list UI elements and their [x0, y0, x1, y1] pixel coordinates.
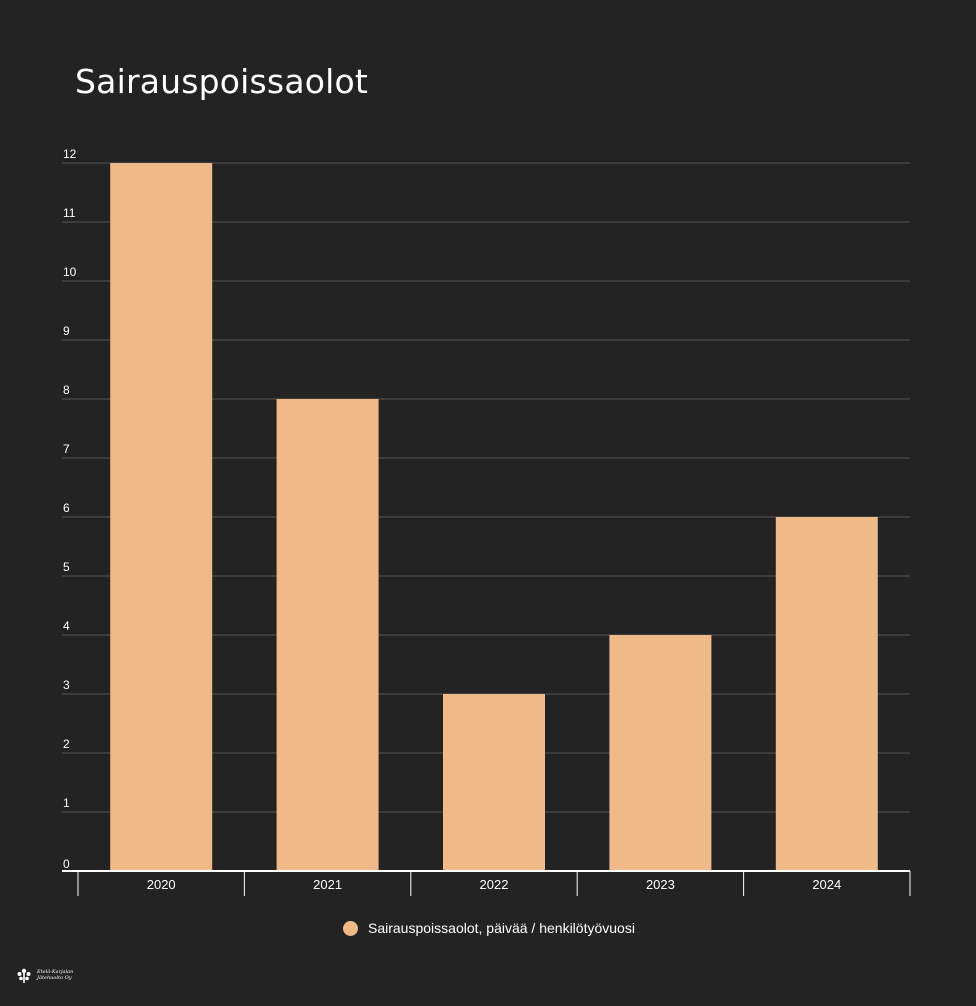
legend[interactable]: Sairauspoissaolot, päivää / henkilötyövu… — [343, 920, 635, 936]
y-tick-label: 6 — [63, 501, 70, 515]
y-tick-label: 10 — [63, 265, 77, 279]
x-tick-label: 2023 — [646, 877, 675, 892]
chart-title: Sairauspoissaolot — [75, 62, 369, 101]
tree-logo-icon — [17, 968, 31, 983]
y-tick-label: 9 — [63, 324, 70, 338]
bar-2024 — [775, 517, 878, 871]
y-tick-label: 8 — [63, 383, 70, 397]
y-tick-label: 1 — [63, 796, 70, 810]
x-axis — [62, 870, 911, 896]
bar-2023 — [609, 635, 712, 871]
y-tick-label: 2 — [63, 737, 70, 751]
x-tick-label: 2024 — [812, 877, 841, 892]
y-tick-label: 4 — [63, 619, 70, 633]
y-tick-label: 3 — [63, 678, 70, 692]
bar-2020 — [110, 163, 213, 871]
y-tick-label: 11 — [63, 206, 76, 220]
x-tick-label: 2021 — [313, 877, 342, 892]
y-tick-label: 0 — [63, 857, 70, 871]
x-tick-label: 2020 — [147, 877, 176, 892]
logo-text: Etelä-Karjalan Jätehuolto Oy — [37, 969, 74, 981]
x-axis-ticks: 2020 2021 2022 2023 2024 — [147, 877, 842, 892]
bar-2022 — [443, 694, 545, 871]
y-tick-label: 12 — [63, 147, 77, 161]
x-tick-label: 2022 — [480, 877, 509, 892]
legend-label: Sairauspoissaolot, päivää / henkilötyövu… — [368, 920, 635, 936]
bars — [110, 163, 878, 871]
y-tick-label: 5 — [63, 560, 70, 574]
y-tick-label: 7 — [63, 442, 70, 456]
company-logo: Etelä-Karjalan Jätehuolto Oy — [15, 966, 89, 984]
legend-swatch — [343, 920, 358, 936]
bar-2021 — [276, 399, 379, 871]
